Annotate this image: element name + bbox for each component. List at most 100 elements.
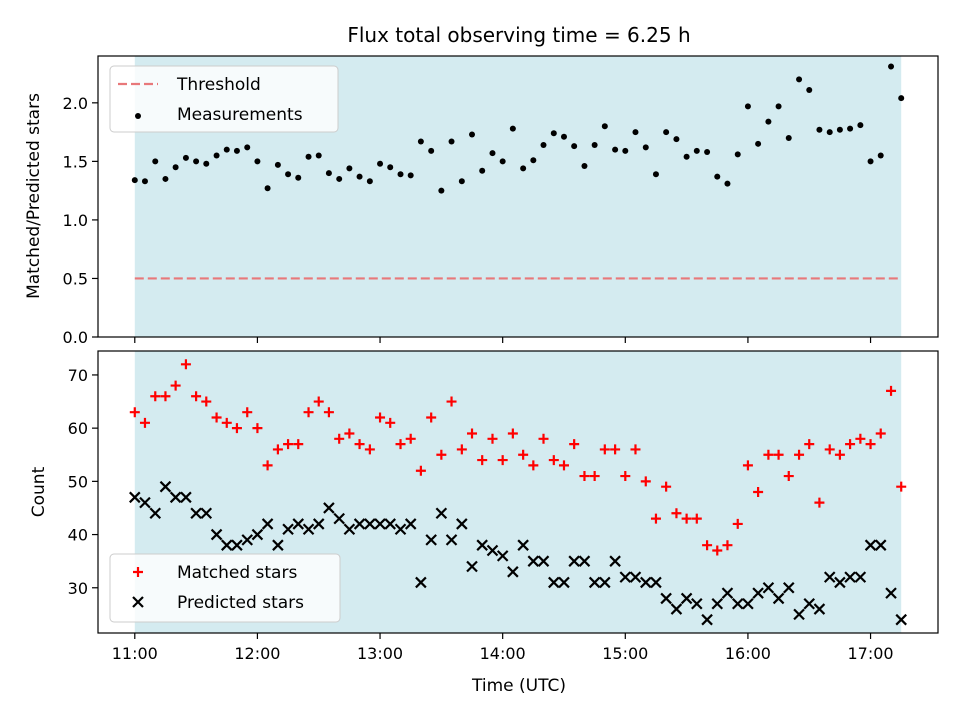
chart-title: Flux total observing time = 6.25 h [347, 23, 690, 47]
bottom-matched-stars-point [456, 444, 467, 455]
bottom-matched-stars-point [599, 444, 610, 455]
bottom-matched-stars-point [507, 428, 518, 439]
bottom-predicted-stars-point [864, 539, 877, 551]
bottom-matched-stars-point [610, 444, 621, 455]
bottom-predicted-stars-point [752, 587, 764, 599]
top-measurements-point [305, 153, 312, 160]
top-measurements-point [591, 141, 598, 148]
bottom-legend-matched-stars-label: Matched stars [177, 563, 297, 583]
bottom-matched-stars-point [558, 460, 569, 471]
top-measurements-point [601, 123, 608, 130]
bottom-y-tick-label: 70 [68, 366, 88, 385]
bottom-matched-stars-point [875, 428, 886, 439]
top-measurements-point [233, 147, 240, 154]
bottom-y-tick-label: 40 [68, 526, 88, 545]
top-measurements-point [469, 131, 476, 138]
bottom-predicted-stars-point [537, 555, 550, 567]
bottom-matched-stars-point [293, 439, 304, 450]
top-panel: 0.0 0.5 1.0 1.5 2.0 Threshold Measurements [63, 55, 939, 347]
bottom-matched-stars-point [272, 444, 283, 455]
bottom-matched-stars-point [139, 417, 150, 428]
bottom-predicted-stars-point [272, 539, 284, 551]
top-measurements-point [724, 180, 731, 187]
bottom-legend-box [109, 553, 341, 623]
bottom-matched-stars-point [794, 449, 805, 460]
x-tick-label: 16:00 [725, 644, 771, 663]
top-measurements-point [274, 161, 281, 168]
x-tick-label: 13:00 [357, 644, 403, 663]
bottom-matched-stars-point [160, 391, 171, 402]
bottom-matched-stars-point [467, 428, 478, 439]
top-y-axis-label: Matched/Predicted stars [24, 93, 44, 299]
bottom-predicted-stars-point [435, 507, 448, 520]
bottom-predicted-stars-point [629, 571, 642, 583]
bottom-predicted-stars-point [517, 539, 529, 551]
top-measurements-point [295, 174, 302, 181]
bottom-predicted-stars-point [701, 613, 713, 626]
top-measurements-point [264, 185, 271, 192]
bottom-predicted-stars-point [691, 597, 703, 610]
bottom-predicted-stars-point [782, 581, 795, 594]
bottom-predicted-stars-point [854, 571, 867, 583]
top-measurements-point [744, 103, 751, 110]
bottom-matched-stars-point [783, 471, 794, 482]
bottom-predicted-stars-point [231, 539, 243, 551]
bottom-predicted-stars-point [129, 491, 141, 504]
top-measurements-point [499, 158, 506, 165]
top-measurements-point [254, 158, 261, 165]
bottom-predicted-stars-point [476, 539, 488, 551]
bottom-predicted-stars-point [466, 560, 478, 573]
bottom-matched-stars-point [671, 508, 682, 519]
bottom-matched-stars-point [661, 481, 672, 492]
bottom-matched-stars-point [569, 439, 580, 450]
bottom-matched-stars-point [589, 471, 600, 482]
bottom-predicted-stars-point [220, 539, 233, 551]
bottom-matched-stars-point [834, 449, 845, 460]
bottom-predicted-stars-point [323, 502, 335, 514]
top-measurements-point [152, 158, 159, 165]
bottom-matched-stars-point [630, 444, 641, 455]
bottom-predicted-stars-point [742, 597, 754, 610]
top-measurements-point [458, 178, 465, 185]
top-measurements-point [244, 144, 251, 151]
bottom-predicted-stars-point [364, 518, 376, 530]
top-y-tick-label: 0.0 [63, 328, 88, 347]
bottom-matched-stars-point [170, 380, 181, 391]
bottom-predicted-stars-point [415, 576, 427, 589]
bottom-predicted-stars-point [210, 528, 223, 541]
top-measurements-point [836, 126, 843, 133]
top-y-tick-label: 1.0 [63, 211, 88, 230]
top-measurements-point [356, 173, 363, 180]
top-measurements-point [520, 165, 527, 172]
bottom-y-tick-label: 60 [68, 419, 88, 438]
bottom-matched-stars-point [334, 433, 345, 444]
bottom-predicted-stars-point [343, 523, 356, 536]
bottom-predicted-stars-point [834, 576, 846, 589]
top-measurements-point [141, 178, 148, 185]
top-measurements-point [428, 147, 435, 154]
top-measurements-point [346, 165, 353, 172]
bottom-matched-stars-point [712, 545, 723, 556]
top-measurements-point [336, 175, 343, 182]
bottom-predicted-stars-point [159, 480, 172, 493]
bottom-y-tick-label: 50 [68, 472, 88, 491]
top-measurements-point [673, 136, 680, 143]
bottom-predicted-stars-point [650, 576, 662, 589]
bottom-y-axis-label: Count [29, 466, 49, 517]
x-tick-label: 15:00 [602, 644, 648, 663]
bottom-matched-stars-point [487, 433, 498, 444]
top-measurements-point [550, 130, 557, 137]
bottom-matched-stars-point [773, 449, 784, 460]
bottom-predicted-stars-point [844, 571, 856, 583]
bottom-matched-stars-point [323, 407, 334, 418]
bottom-predicted-stars-point [507, 566, 519, 578]
top-measurements-point [213, 152, 220, 159]
top-measurements-point [622, 147, 629, 154]
top-measurements-point [693, 147, 700, 154]
top-measurements-point [632, 129, 639, 136]
bottom-predicted-stars-point [241, 534, 254, 546]
top-measurements-point [714, 173, 721, 180]
bottom-matched-stars-point [579, 471, 590, 482]
top-measurements-point [867, 158, 874, 165]
